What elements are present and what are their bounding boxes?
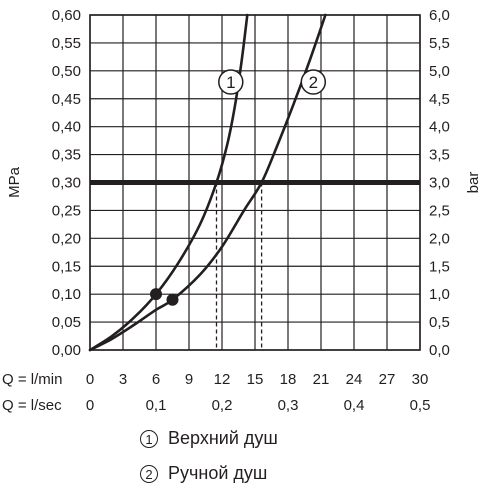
- left-tick-label-1: 0,05: [52, 314, 81, 331]
- x-tick-lsec-0: 0: [86, 397, 94, 414]
- left-tick-label-8: 0,40: [52, 119, 81, 136]
- right-tick-label-5: 2,5: [429, 202, 450, 219]
- left-tick-label-6: 0,30: [52, 175, 81, 192]
- series-dot-2: [166, 293, 179, 306]
- left-tick-label-10: 0,50: [52, 63, 81, 80]
- right-tick-label-1: 0,5: [429, 314, 450, 331]
- left-tick-label-2: 0,10: [52, 286, 81, 303]
- series-line-2: [88, 13, 327, 352]
- x-tick-lsec-2: 0,2: [212, 397, 233, 414]
- series-marker-circle-2: [300, 69, 327, 95]
- series-marker-2: 2: [300, 69, 327, 95]
- x-tick-lsec-1: 0,1: [146, 397, 167, 414]
- right-tick-label-10: 5,0: [429, 63, 450, 80]
- x-tick-lmin-9: 27: [379, 371, 396, 388]
- right-tick-label-7: 3,5: [429, 147, 450, 164]
- left-tick-label-9: 0,45: [52, 91, 81, 108]
- x-axis-lsec-label: Q = l/sec: [2, 397, 62, 414]
- x-tick-lmin-7: 21: [313, 371, 330, 388]
- x-tick-lmin-8: 24: [346, 371, 363, 388]
- right-tick-label-2: 1,0: [429, 286, 450, 303]
- right-tick-label-11: 5,5: [429, 35, 450, 52]
- x-tick-lsec-4: 0,4: [344, 397, 365, 414]
- right-tick-label-4: 2,0: [429, 230, 450, 247]
- series-marker-label-2: 2: [309, 73, 318, 92]
- legend-marker-1: 1: [140, 429, 158, 448]
- legend-item-2: 2 Ручной душ: [140, 463, 267, 484]
- x-tick-lmin-2: 6: [152, 371, 160, 388]
- series-dot-1: [150, 288, 162, 301]
- x-tick-lmin-4: 12: [214, 371, 231, 388]
- right-axis-label: bar: [465, 172, 482, 194]
- legend-item-1: 1 Верхний душ: [140, 428, 278, 449]
- x-tick-lmin-10: 30: [412, 371, 429, 388]
- x-axis-lmin-label: Q = l/min: [2, 371, 62, 388]
- right-tick-label-8: 4,0: [429, 119, 450, 136]
- left-tick-label-3: 0,15: [52, 258, 81, 275]
- right-tick-label-9: 4,5: [429, 91, 450, 108]
- right-tick-label-12: 6,0: [429, 7, 450, 24]
- chart-labels: 0,000,050,100,150,200,250,300,350,400,45…: [2, 7, 482, 414]
- series-marker-1: 1: [218, 69, 244, 95]
- left-tick-label-7: 0,35: [52, 147, 81, 164]
- left-axis-label: MPa: [6, 166, 23, 198]
- legend-label-1: Верхний душ: [168, 428, 278, 448]
- left-tick-label-11: 0,55: [52, 35, 81, 52]
- left-tick-label-12: 0,60: [52, 7, 81, 24]
- right-tick-label-6: 3,0: [429, 175, 450, 192]
- x-tick-lsec-5: 0,5: [410, 397, 431, 414]
- x-tick-lmin-5: 15: [247, 371, 264, 388]
- left-tick-label-5: 0,25: [52, 202, 81, 219]
- left-tick-label-4: 0,20: [52, 230, 81, 247]
- x-tick-lsec-3: 0,3: [278, 397, 299, 414]
- series-marker-label-1: 1: [226, 73, 235, 92]
- right-tick-label-0: 0,0: [429, 342, 450, 359]
- left-tick-label-0: 0,00: [52, 342, 81, 359]
- series-marker-circle-1: [218, 69, 244, 95]
- right-tick-label-3: 1,5: [429, 258, 450, 275]
- x-tick-lmin-3: 9: [185, 371, 193, 388]
- legend-label-2: Ручной душ: [168, 463, 268, 483]
- x-tick-lmin-6: 18: [280, 371, 297, 388]
- x-tick-lmin-1: 3: [119, 371, 127, 388]
- legend-marker-2: 2: [140, 464, 158, 483]
- x-tick-lmin-0: 0: [86, 371, 94, 388]
